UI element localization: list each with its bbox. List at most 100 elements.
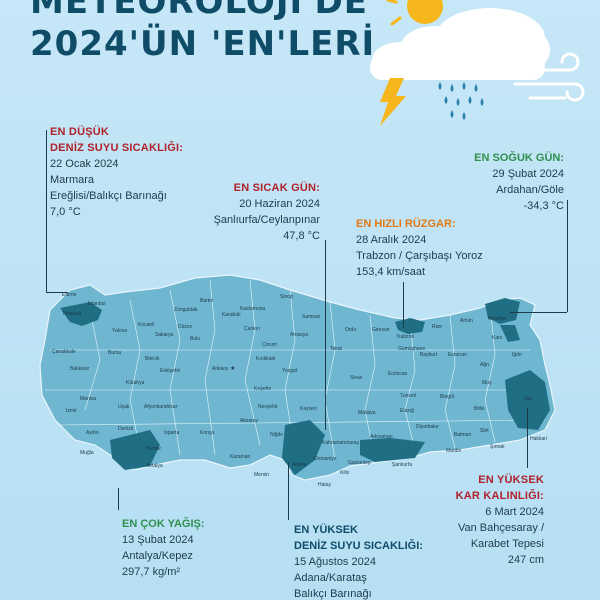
leader-line-snow [527,408,528,468]
label-isparta: Isparta [164,430,180,436]
min-sea-place2: Ereğlisi/Balıkçı Barınağı [50,190,167,202]
label-yalova: Yalova [112,328,127,334]
label-igdir: Iğdır [512,352,523,358]
hottest-date: 20 Haziran 2024 [239,198,320,210]
label-duzce: Düzce [178,324,193,330]
lightning-icon [380,78,406,126]
turkey-map: ★ [39,274,556,481]
min-sea-date: 22 Ocak 2024 [50,158,119,170]
label-batman: Batman [454,432,472,438]
label-karaman: Karaman [230,454,251,460]
annotation-fastest-wind: EN HIZLI RÜZGAR: 28 Aralık 2024 Trabzon … [356,216,483,280]
max-sea-heading2: DENİZ SUYU SICAKLIĞI: [294,540,423,552]
wind-date: 28 Aralık 2024 [356,234,427,246]
coldest-heading: EN SOĞUK GÜN: [474,152,564,164]
marmara-ereglisi-region [60,302,102,326]
snow-date: 6 Mart 2024 [485,506,544,518]
label-karabuk: Karabük [222,312,241,318]
label-edirne: Edirne [62,292,77,298]
leader-line-coldest [567,200,568,312]
min-sea-place1: Marmara [50,174,95,186]
annotation-max-snow: EN YÜKSEK KAR KALINLIĞI: 6 Mart 2024 Van… [440,472,544,568]
label-trabzon: Trabzon [396,334,415,340]
label-kastamonu: Kastamonu [240,306,266,312]
label-bursa: Bursa [108,350,122,356]
snow-heading1: EN YÜKSEK [478,474,544,486]
min-sea-heading1: EN DÜŞÜK [50,126,110,138]
label-sanliurfa: Şanlıurfa [392,462,413,468]
label-tokat: Tokat [330,346,342,352]
leader-line-min-sea-h [46,292,68,293]
label-istanbul: İstanbul [88,301,106,307]
min-sea-value: 7,0 °C [50,206,81,218]
sun-icon [386,0,443,26]
leader-line-min-sea [46,130,47,292]
label-afyon: Afyonkarahisar [144,404,178,410]
leader-line-wind [403,282,404,328]
label-ardahan: Ardahan [488,316,507,322]
label-kars: Kars [492,335,503,341]
label-konya: Konya [200,430,215,436]
label-mugla: Muğla [80,450,94,456]
label-tekirdag: Tekirdağ [62,311,81,317]
van-region [505,370,550,430]
rain-icon [438,82,484,120]
title-line2: 2024'ÜN 'EN'LERİ [30,24,376,64]
coldest-date: 29 Şubat 2024 [492,168,564,180]
label-balikesir: Balıkesir [70,366,90,372]
snow-heading2: KAR KALINLIĞI: [455,490,544,502]
max-sea-place2: Balıkçı Barınağı [294,588,372,600]
label-bitlis: Bitlis [474,406,485,412]
wind-icon [513,52,585,102]
leader-line-max-sea [288,462,289,520]
label-kilis: Kilis [340,470,350,476]
ardahan-region [485,298,520,324]
label-nigde: Niğde [270,432,284,438]
snow-value: 247 cm [507,554,544,566]
weather-illustration [370,0,585,126]
label-siirt: Siirt [480,428,489,434]
label-nevsehir: Nevşehir [258,404,278,410]
max-sea-heading1: EN YÜKSEK [294,524,358,536]
label-van: Van [524,396,533,402]
label-adiyaman: Adıyaman [370,434,393,440]
label-rize: Rize [432,324,443,330]
label-amasya: Amasya [290,332,309,338]
hottest-place: Şanlıurfa/Ceylanpınar [213,214,320,226]
coldest-place: Ardahan/Göle [496,184,564,196]
leader-line-coldest-h [510,312,567,313]
kars-region [500,325,520,342]
label-aydin: Aydın [86,430,99,436]
label-yozgat: Yozgat [282,368,298,374]
label-hakkari: Hakkari [530,436,547,442]
label-bolu: Bolu [190,336,201,342]
label-aksaray: Aksaray [240,418,259,424]
annotation-max-sea-temp: EN YÜKSEK DENİZ SUYU SICAKLIĞI: 15 Ağust… [294,522,423,600]
label-gumushane: Gümüşhane [398,346,426,352]
label-usak: Uşak [118,404,130,410]
snow-place2: Karabet Tepesi [470,538,544,550]
label-bayburt: Bayburt [420,352,438,358]
label-bartin: Bartın [200,298,214,304]
leader-line-hottest [325,240,326,430]
cloud-icon [370,8,550,80]
label-sinop: Sinop [280,294,293,300]
label-denizli: Denizli [118,426,134,432]
antalya-region [110,430,160,470]
trabzon-region [395,318,425,334]
label-sirnak: Şırnak [490,444,505,450]
label-manisa: Manisa [80,396,97,402]
label-kahramanmaras: Kahramanmaraş [322,440,359,446]
label-ordu: Ordu [345,327,357,333]
wind-value: 153,4 km/saat [356,266,426,278]
annotation-most-rain: EN ÇOK YAĞIŞ: 13 Şubat 2024 Antalya/Kepe… [122,516,205,580]
label-zonguldak: Zonguldak [174,307,198,313]
label-adana: Adana [292,462,307,468]
label-bingol: Bingöl [440,394,454,400]
rain-heading: EN ÇOK YAĞIŞ: [122,518,205,530]
label-sivas: Sivas [350,375,363,381]
max-sea-place1: Adana/Karataş [294,572,367,584]
title-line1: METEOROLOJİ'DE [30,0,368,22]
label-corum: Çorum [262,342,278,348]
label-tunceli: Tunceli [400,393,416,399]
